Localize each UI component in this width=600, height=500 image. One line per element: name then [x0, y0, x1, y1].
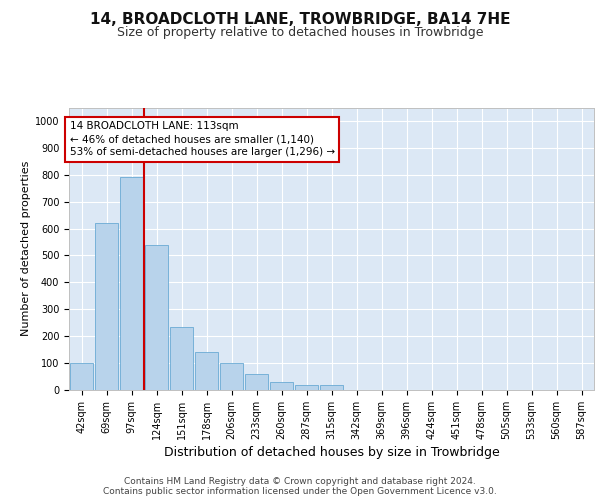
Text: 14 BROADCLOTH LANE: 113sqm
← 46% of detached houses are smaller (1,140)
53% of s: 14 BROADCLOTH LANE: 113sqm ← 46% of deta… — [70, 121, 335, 158]
X-axis label: Distribution of detached houses by size in Trowbridge: Distribution of detached houses by size … — [164, 446, 499, 459]
Bar — [295, 384, 319, 390]
Bar — [245, 374, 268, 390]
Text: Contains public sector information licensed under the Open Government Licence v3: Contains public sector information licen… — [103, 487, 497, 496]
Bar — [320, 384, 343, 390]
Text: Size of property relative to detached houses in Trowbridge: Size of property relative to detached ho… — [117, 26, 483, 39]
Bar — [170, 327, 193, 390]
Bar — [70, 363, 94, 390]
Bar — [194, 352, 218, 390]
Text: Contains HM Land Registry data © Crown copyright and database right 2024.: Contains HM Land Registry data © Crown c… — [124, 477, 476, 486]
Bar — [220, 363, 244, 390]
Bar — [119, 178, 143, 390]
Y-axis label: Number of detached properties: Number of detached properties — [20, 161, 31, 336]
Bar — [145, 244, 169, 390]
Text: 14, BROADCLOTH LANE, TROWBRIDGE, BA14 7HE: 14, BROADCLOTH LANE, TROWBRIDGE, BA14 7H… — [90, 12, 510, 28]
Bar — [95, 223, 118, 390]
Bar — [269, 382, 293, 390]
